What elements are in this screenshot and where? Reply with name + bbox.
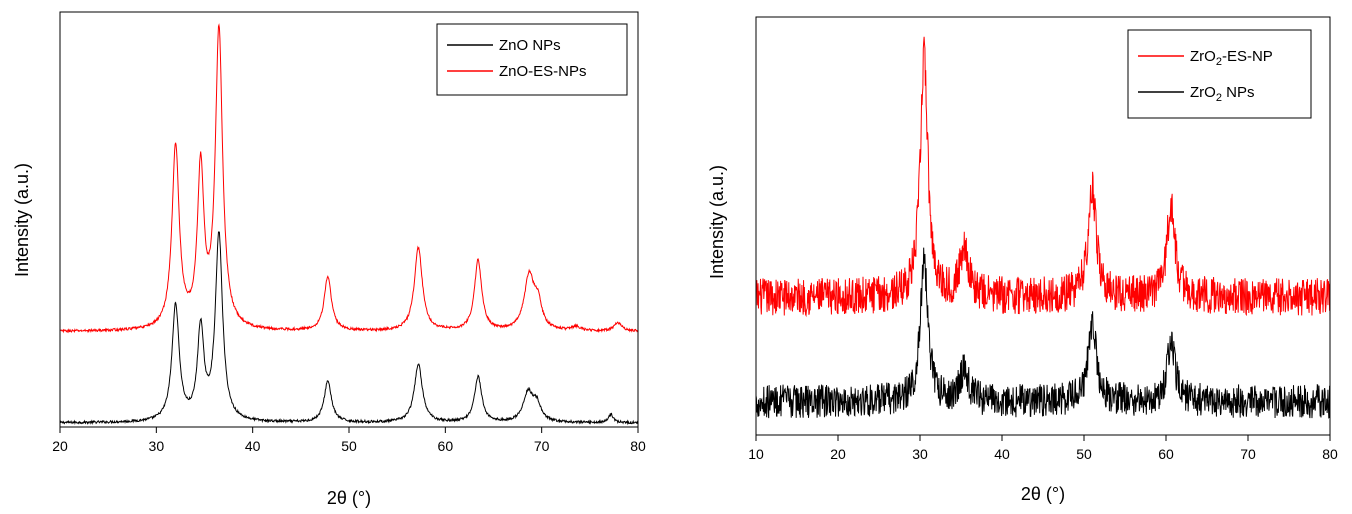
x-tick-label-10: 10	[748, 446, 764, 462]
x-tick-label-60: 60	[438, 438, 454, 454]
chart-zro2: 10 20 30 40 50 60 70 80 2θ (°) Intensity (a.u.)…	[707, 16, 1338, 504]
x-tick-label-70: 70	[1240, 446, 1256, 462]
plot-frame-zro2	[755, 16, 1331, 436]
series-line-zro2-es-np	[755, 36, 1331, 318]
x-tick-label-20: 20	[52, 438, 68, 454]
y-axis-title-zro2: Intensity (a.u.)	[707, 165, 727, 279]
legend-label-zro2-nps: ZrO2 NPs	[1190, 84, 1254, 104]
legend-label-zro2-es-np: ZrO2-ES-NP	[1190, 48, 1273, 68]
legend-label-zno-nps: ZnO NPs	[499, 37, 561, 54]
legend-box-zno	[436, 23, 628, 96]
x-tick-label-60: 60	[1158, 446, 1174, 462]
x-tick-label-30: 30	[149, 438, 165, 454]
x-axis-title-zro2: 2θ (°)	[1021, 484, 1065, 504]
y-axis-title-zno: Intensity (a.u.)	[12, 163, 32, 277]
x-tick-label-20: 20	[830, 446, 846, 462]
x-tick-label-80: 80	[630, 438, 646, 454]
series-line-zno-nps	[59, 231, 639, 426]
series-line-zro2-nps	[755, 247, 1331, 419]
legend-label-zro2-es-np-rest: -ES-NP	[1222, 48, 1273, 65]
legend-label-zro2-es-np-main: ZrO	[1190, 48, 1216, 65]
x-ticks-zro2: 10 20 30 40 50 60 70 80	[748, 435, 1338, 462]
legend-label-zro2-nps-main: ZrO	[1190, 84, 1216, 101]
legend-label-zro2-nps-sub: 2	[1216, 92, 1222, 104]
legend-label-zro2-es-np-sub: 2	[1216, 56, 1222, 68]
x-tick-label-40: 40	[245, 438, 261, 454]
x-tick-label-70: 70	[534, 438, 550, 454]
legend-zro2: ZrO2-ES-NP ZrO2 NPs	[1127, 29, 1312, 119]
chart-zno: 20 30 40 50 60 70 80 2θ (°) Intensity (a.u.) Z…	[12, 11, 646, 508]
x-tick-label-30: 30	[912, 446, 928, 462]
series-group-zro2	[755, 36, 1331, 419]
legend-label-zno-es-nps: ZnO-ES-NPs	[499, 63, 587, 80]
x-tick-label-50: 50	[341, 438, 357, 454]
legend-zno: ZnO NPs ZnO-ES-NPs	[436, 23, 628, 96]
x-tick-label-40: 40	[994, 446, 1010, 462]
x-tick-label-50: 50	[1076, 446, 1092, 462]
legend-label-zro2-nps-rest: NPs	[1222, 84, 1255, 101]
x-axis-title-zno: 2θ (°)	[327, 488, 371, 508]
legend-box-zro2	[1127, 29, 1312, 119]
x-tick-label-80: 80	[1322, 446, 1338, 462]
x-ticks-zno: 20 30 40 50 60 70 80	[52, 427, 646, 454]
series-group-zno	[59, 23, 639, 426]
series-line-zno-es-nps	[59, 23, 639, 334]
